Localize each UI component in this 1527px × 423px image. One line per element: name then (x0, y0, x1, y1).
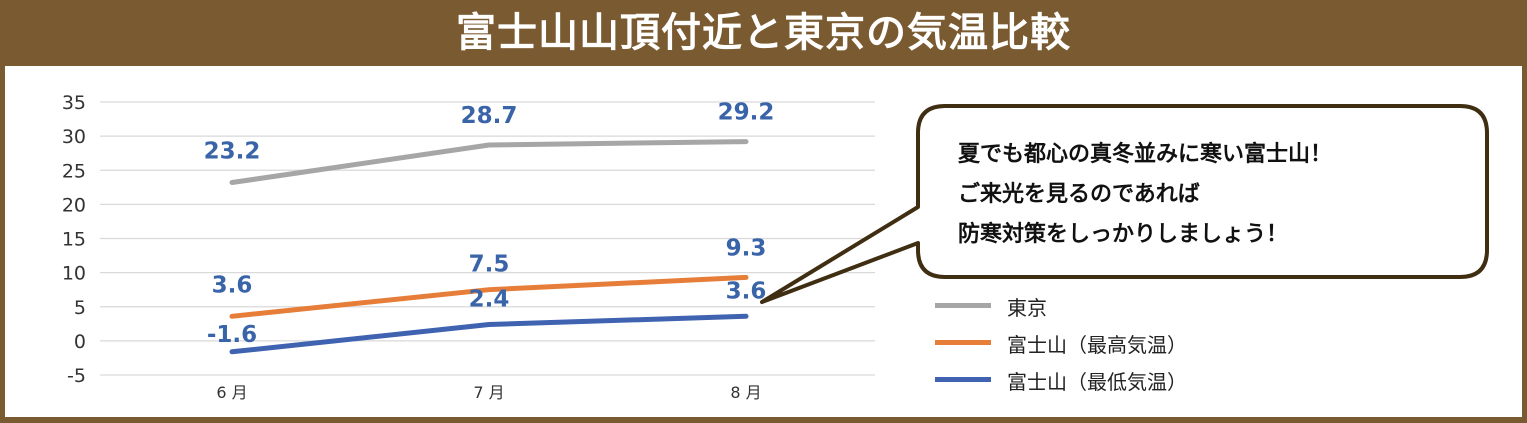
grid-lines (100, 101, 875, 376)
y-tick-label: -5 (67, 365, 86, 387)
y-tick-label: 20 (62, 194, 86, 216)
y-tick-label: 15 (62, 229, 86, 251)
legend-swatch-fuji-min (935, 377, 991, 382)
data-label: 9.3 (726, 235, 767, 261)
data-label: 29.2 (718, 100, 775, 126)
x-tick-label: 8 月 (730, 383, 761, 402)
legend-swatch-fuji-max (935, 340, 991, 345)
x-tick-labels: 6 月 7 月 8 月 (216, 383, 761, 402)
data-label: 28.7 (461, 103, 518, 129)
y-tick-labels: 35 30 25 20 15 10 5 0 -5 (62, 92, 86, 387)
y-tick-label: 35 (62, 92, 86, 114)
callout-text: 夏でも都心の真冬並みに寒い富士山！ ご来光を見るのであれば 防寒対策をしっかりし… (958, 135, 1458, 255)
callout-line: 防寒対策をしっかりしましょう！ (958, 222, 1289, 247)
callout-line: ご来光を見るのであれば (958, 182, 1200, 207)
y-tick-label: 30 (62, 126, 86, 148)
y-tick-label: 5 (74, 297, 86, 319)
data-label: 23.2 (204, 139, 261, 165)
data-label: 3.6 (212, 272, 253, 298)
x-tick-label: 7 月 (473, 383, 504, 402)
legend-label: 東京 (1007, 296, 1047, 320)
x-tick-label: 6 月 (216, 383, 247, 402)
y-tick-label: 10 (62, 263, 86, 285)
y-tick-label: 25 (62, 160, 86, 182)
y-tick-label: 0 (74, 331, 86, 353)
data-label: -1.6 (207, 322, 257, 348)
series-lines (229, 139, 749, 355)
series-line-fuji-min (229, 313, 749, 355)
legend-label: 富士山（最高気温） (1007, 333, 1187, 357)
data-labels: 23.2 28.7 29.2 3.6 7.5 9.3 -1.6 2.4 3.6 (204, 100, 775, 348)
callout-line: 夏でも都心の真冬並みに寒い富士山！ (958, 142, 1333, 167)
data-label: 7.5 (469, 252, 510, 278)
legend-label: 富士山（最低気温） (1007, 370, 1187, 394)
legend-swatch-tokyo (935, 303, 991, 308)
series-line-tokyo (229, 139, 749, 186)
data-label: 2.4 (469, 286, 510, 312)
series-line-fuji-max (229, 274, 749, 319)
data-label: 3.6 (726, 278, 767, 304)
chart-title: 富士山山頂付近と東京の気温比較 (456, 10, 1071, 56)
speech-bubble (760, 104, 1489, 304)
